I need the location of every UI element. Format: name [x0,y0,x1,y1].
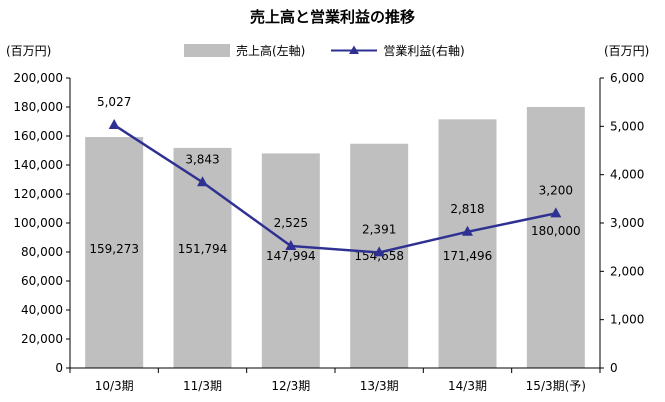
legend: 売上高(左軸) 営業利益(右軸) [184,42,465,59]
right-tick-label-1: 1,000 [610,313,644,327]
bar-value-label-0: 159,273 [89,242,139,256]
left-tick-label-4: 80,000 [21,245,63,259]
x-tick-label-0: 10/3期 [95,379,134,393]
line-value-label-2: 2,525 [274,216,308,230]
line-point-1 [197,176,208,187]
line-point-5 [550,207,562,218]
x-tick-label-2: 12/3期 [271,379,310,393]
line-value-label-1: 3,843 [185,152,219,166]
line-value-label-4: 2,818 [450,202,484,216]
line-value-label-3: 2,391 [362,222,396,236]
bar-value-label-1: 151,794 [178,242,228,256]
bar-0 [85,137,144,368]
right-tick-label-5: 5,000 [610,119,644,133]
left-tick-label-3: 60,000 [21,274,63,288]
line-point-2 [285,239,297,250]
legend-bar-label: 売上高(左軸) [236,44,306,58]
legend-line-swatch [331,44,378,57]
right-tick-label-2: 2,000 [610,264,644,278]
bar-value-label-2: 147,994 [266,249,316,263]
right-tick-label-4: 4,000 [610,168,644,182]
left-tick-label-6: 120,000 [13,187,63,201]
line-point-4 [462,225,473,236]
left-tick-label-8: 160,000 [13,129,63,143]
line-value-label-5: 3,200 [539,183,573,197]
left-tick-label-1: 20,000 [21,332,63,346]
bar-value-label-4: 171,496 [443,249,493,263]
line-series [113,123,557,254]
x-tick-label-3: 13/3期 [360,379,399,393]
left-tick-label-2: 40,000 [21,303,63,317]
x-tick-label-5: 15/3期(予) [526,379,586,393]
bar-value-label-5: 180,000 [531,224,581,238]
left-tick-label-7: 140,000 [13,158,63,172]
right-tick-label-6: 6,000 [610,71,644,85]
bar-2 [261,153,320,368]
right-tick-label-0: 0 [610,361,618,375]
right-tick-label-3: 3,000 [610,216,644,230]
legend-bar-swatch [184,44,230,57]
bar-5 [526,107,585,368]
line-point-0 [108,119,120,130]
left-tick-label-9: 180,000 [13,100,63,114]
left-tick-label-10: 200,000 [13,71,63,85]
line-value-label-0: 5,027 [97,95,131,109]
x-tick-label-4: 14/3期 [448,379,487,393]
chart-title: 売上高と営業利益の推移 [249,8,415,26]
x-tick-label-1: 11/3期 [183,379,222,393]
left-axis-unit: (百万円) [6,44,52,58]
line-point-3 [373,246,385,257]
right-axis-unit: (百万円) [604,44,650,58]
bar-4 [438,119,497,368]
left-tick-label-0: 0 [55,361,63,375]
left-tick-label-5: 100,000 [13,216,63,230]
legend-line-label: 営業利益(右軸) [383,44,465,58]
